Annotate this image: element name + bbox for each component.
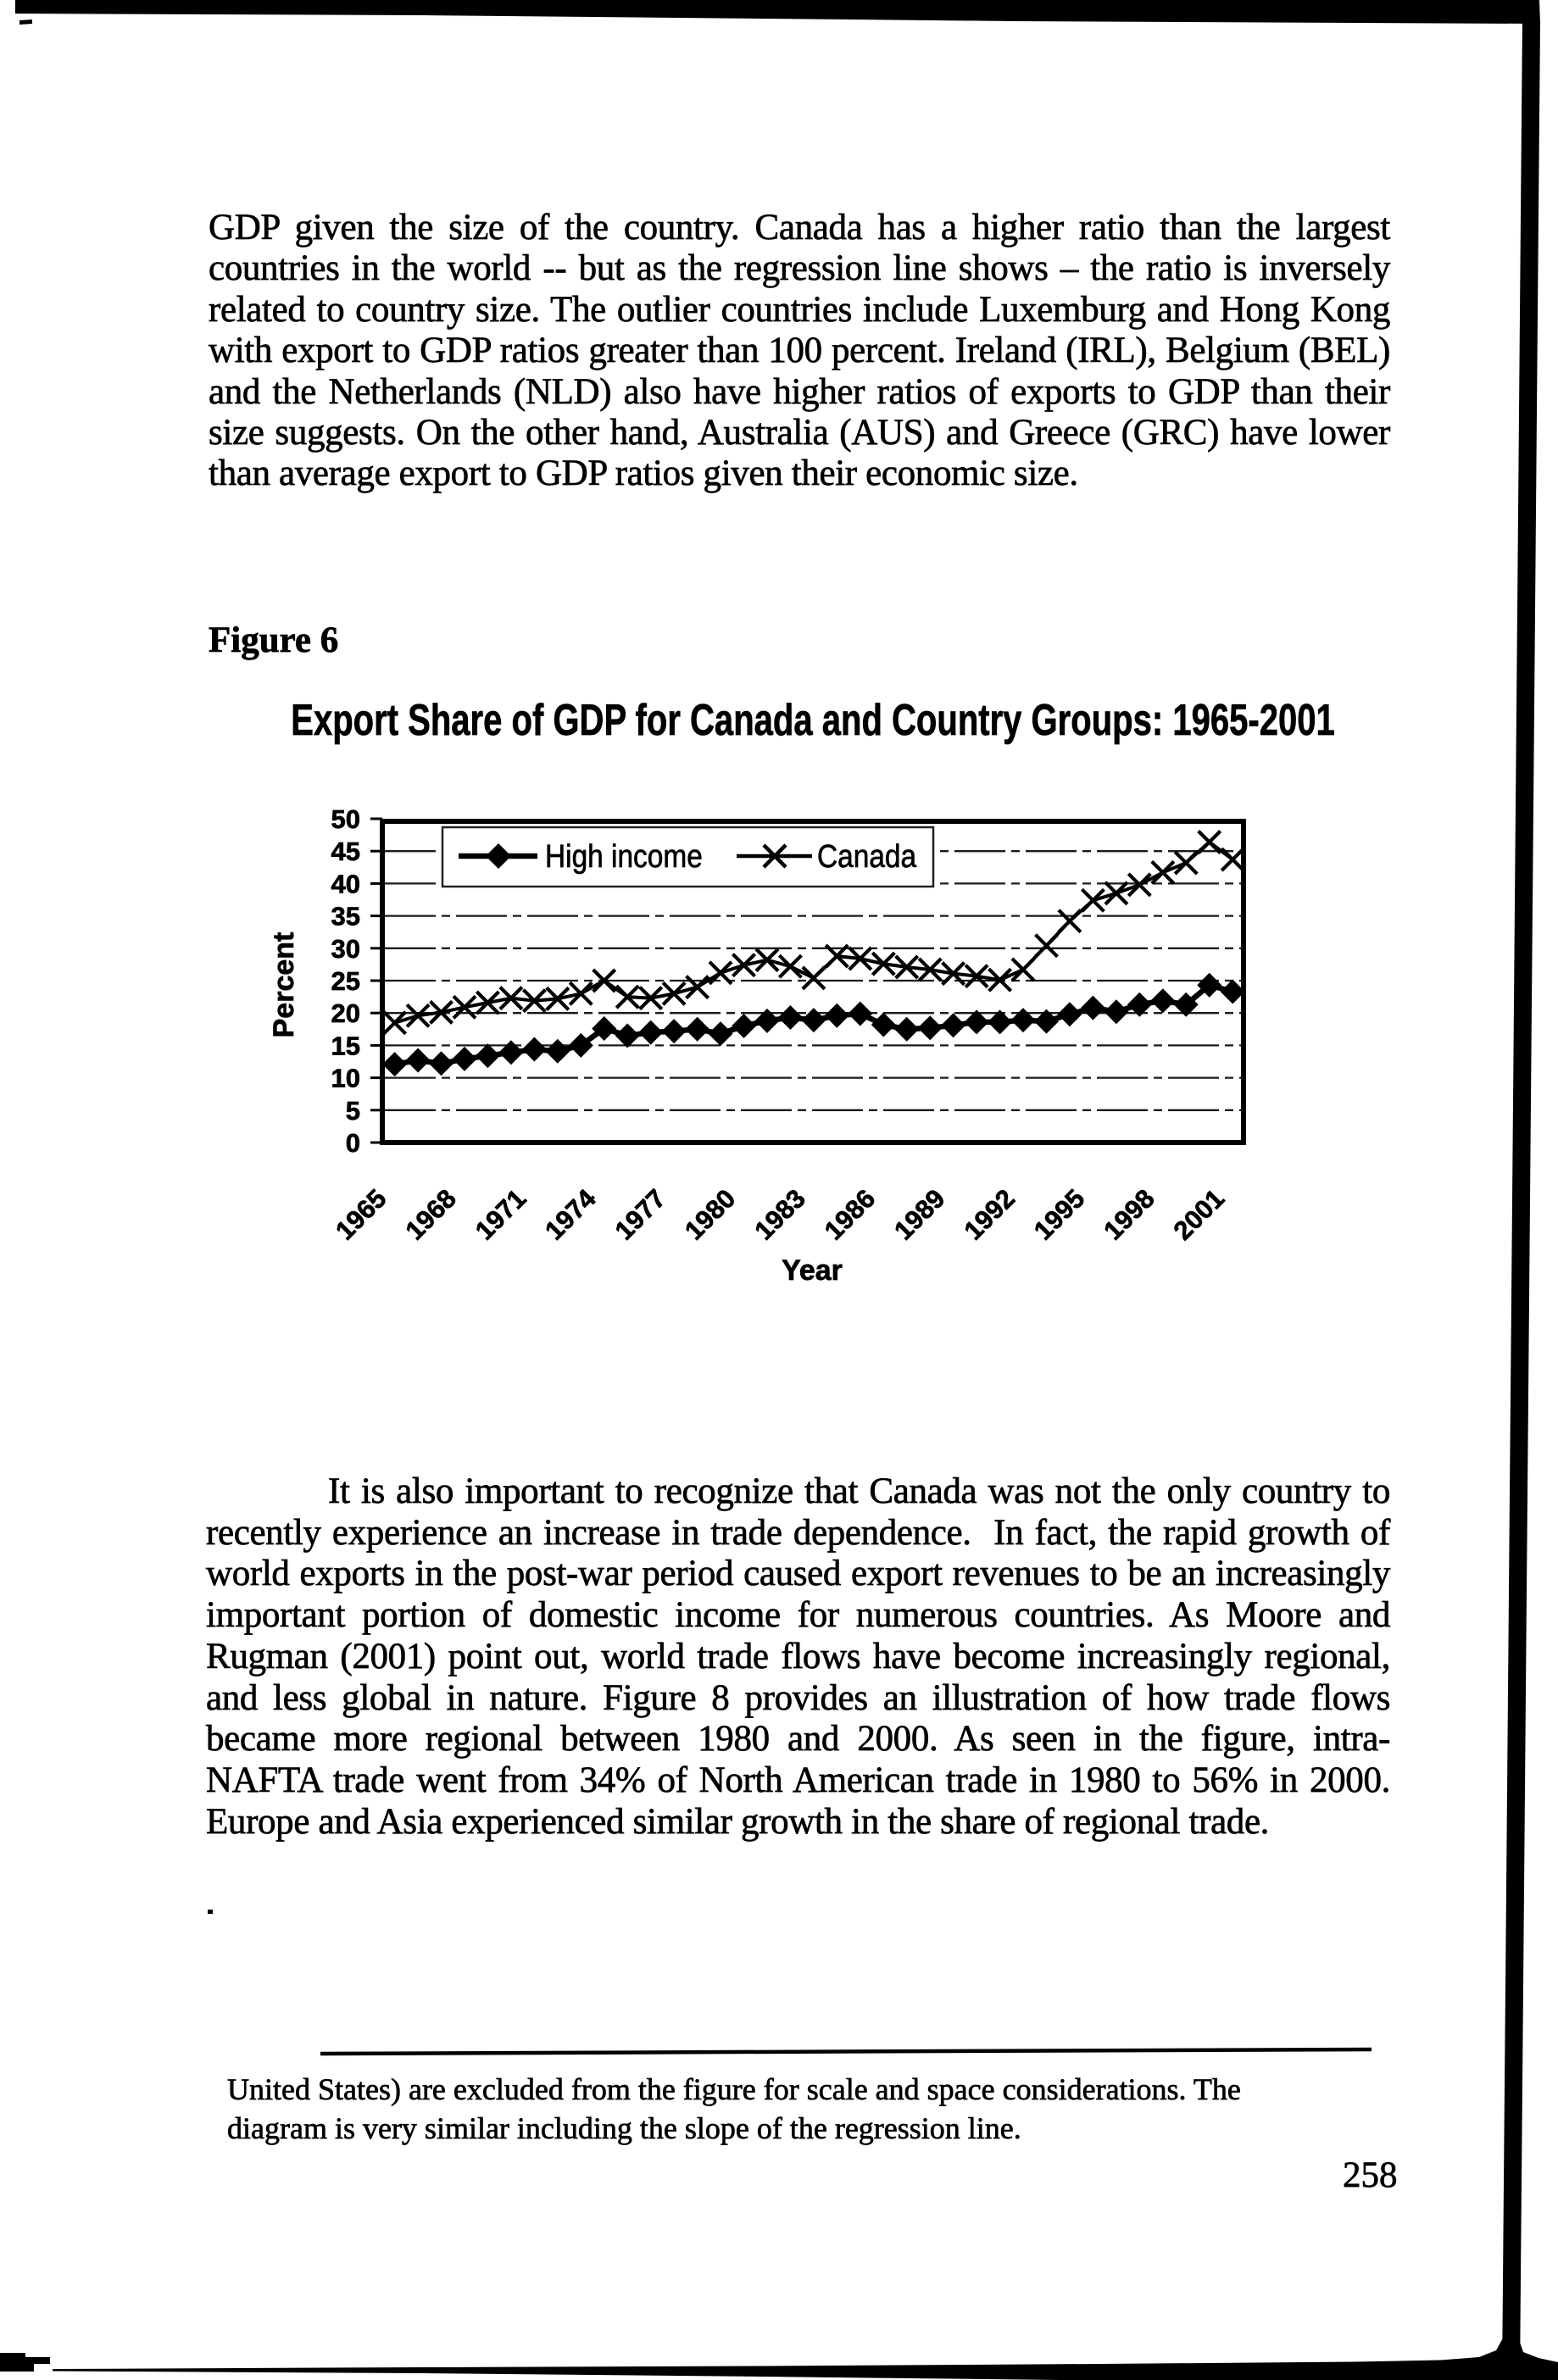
svg-text:50: 50 <box>331 804 360 834</box>
svg-text:1974: 1974 <box>539 1183 602 1246</box>
svg-text:1971: 1971 <box>470 1183 532 1246</box>
svg-text:1965: 1965 <box>330 1183 392 1246</box>
svg-text:1998: 1998 <box>1098 1183 1160 1246</box>
svg-text:35: 35 <box>331 902 360 931</box>
svg-text:1995: 1995 <box>1028 1183 1091 1246</box>
svg-text:1989: 1989 <box>888 1183 951 1246</box>
svg-text:Percent: Percent <box>268 932 300 1038</box>
svg-text:45: 45 <box>331 837 360 866</box>
svg-text:10: 10 <box>331 1064 360 1093</box>
svg-text:25: 25 <box>331 966 360 996</box>
svg-text:Export Share of GDP for Canada: Export Share of GDP for Canada and Count… <box>291 695 1334 744</box>
svg-text:1980: 1980 <box>679 1183 742 1246</box>
svg-text:Canada: Canada <box>817 838 916 874</box>
svg-text:1983: 1983 <box>748 1183 811 1246</box>
svg-text:1968: 1968 <box>399 1183 462 1246</box>
svg-text:40: 40 <box>331 869 360 898</box>
svg-text:0: 0 <box>346 1128 360 1158</box>
svg-text:5: 5 <box>346 1096 360 1126</box>
svg-text:30: 30 <box>331 934 360 964</box>
svg-text:20: 20 <box>331 998 360 1028</box>
svg-text:15: 15 <box>331 1031 360 1060</box>
svg-text:High income: High income <box>545 838 703 874</box>
svg-text:1992: 1992 <box>958 1183 1021 1246</box>
svg-text:2001: 2001 <box>1168 1183 1231 1246</box>
svg-text:1986: 1986 <box>819 1183 882 1246</box>
svg-text:Year: Year <box>782 1254 843 1287</box>
svg-text:1977: 1977 <box>609 1183 672 1246</box>
